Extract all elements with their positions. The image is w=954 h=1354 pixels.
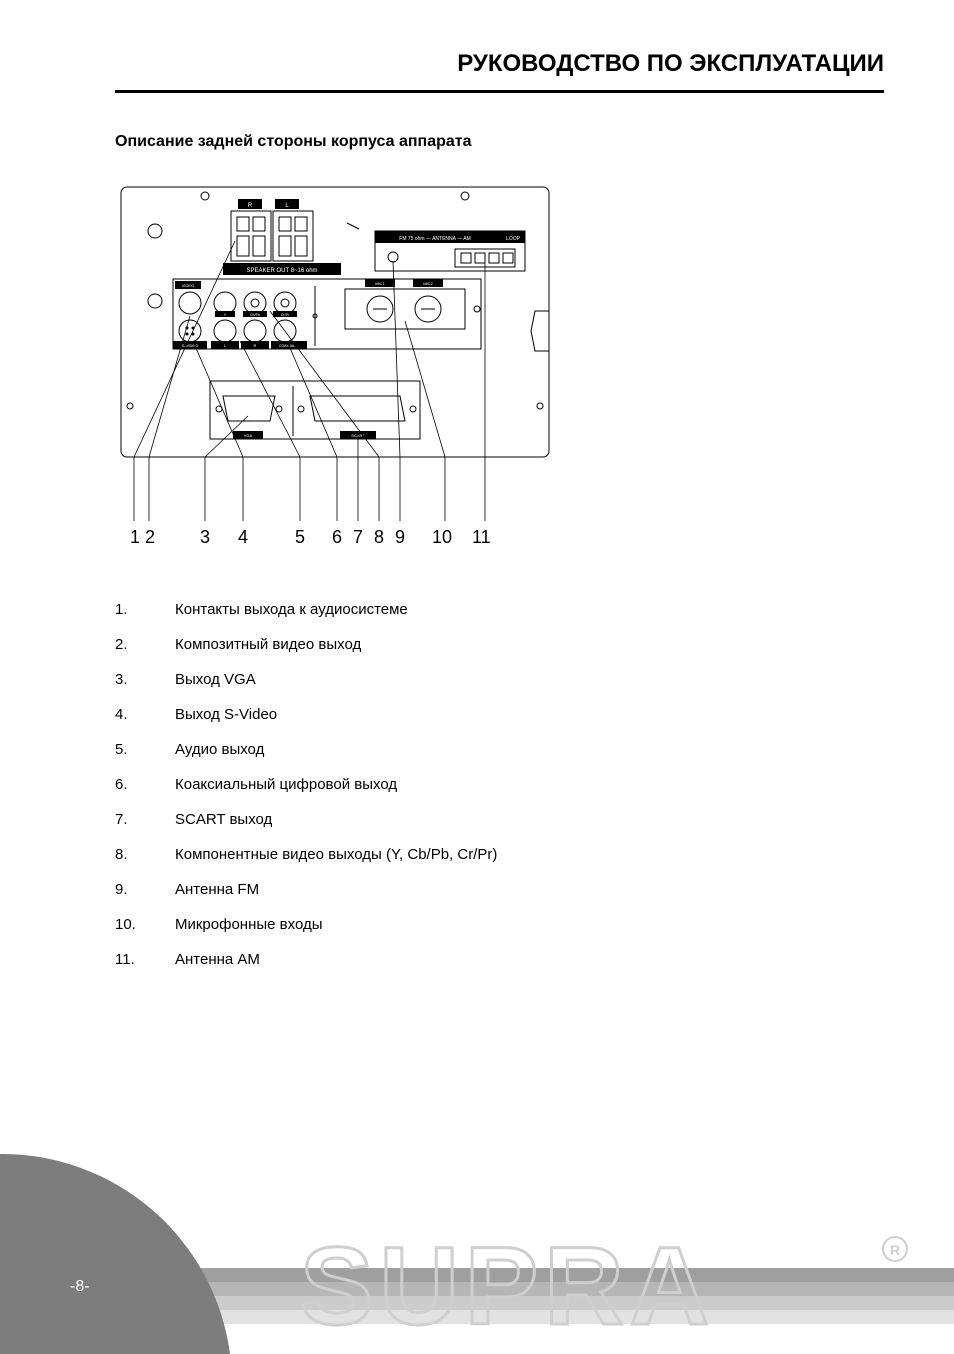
svg-text:3: 3 <box>200 527 210 547</box>
svg-text:SUPRA: SUPRA <box>300 1225 715 1348</box>
svg-text:Cb/Pb: Cb/Pb <box>250 313 260 317</box>
svg-text:Cr/Pr: Cr/Pr <box>281 313 290 317</box>
svg-text:7: 7 <box>353 527 363 547</box>
svg-text:LOOP: LOOP <box>506 236 521 242</box>
svg-text:4: 4 <box>238 527 248 547</box>
svg-text:11: 11 <box>472 527 491 547</box>
section-subheading: Описание задней стороны корпуса аппарата <box>115 133 884 151</box>
svg-text:8: 8 <box>374 527 384 547</box>
svg-text:COAX IAL: COAX IAL <box>279 344 295 348</box>
list-item: 10. Микрофонные входы <box>115 916 884 933</box>
list-item: 7.SCART выход <box>115 811 884 828</box>
svg-text:MIC2: MIC2 <box>423 281 433 286</box>
callout-numbers: 1 2 3 4 5 6 7 8 9 10 11 <box>130 527 491 547</box>
list-item: 9.Антенна FM <box>115 881 884 898</box>
svg-text:R: R <box>254 343 257 348</box>
page-header: РУКОВОДСТВО ПО ЭКСПЛУАТАЦИИ <box>115 50 884 93</box>
brand-logo-outline: SUPRA <box>300 1225 715 1348</box>
bottom-connectors: VGA SCART <box>210 381 420 439</box>
svg-text:MIC1: MIC1 <box>375 281 385 286</box>
speaker-out-block: SPEAKER OUT 8~16 ohm R L <box>223 199 341 275</box>
list-item: 5.Аудио выход <box>115 741 884 758</box>
list-item: 1.Контакты выхода к аудиосистеме <box>115 601 884 618</box>
svg-text:1: 1 <box>130 527 140 547</box>
svg-text:VIDEO: VIDEO <box>182 283 194 288</box>
list-item: 2.Композитный видео выход <box>115 636 884 653</box>
registered-icon: R <box>883 1237 907 1261</box>
list-item: 11. Антенна AM <box>115 951 884 968</box>
svg-text:FM 75 ohm — ANTENNA — AM: FM 75 ohm — ANTENNA — AM <box>399 236 470 242</box>
svg-text:9: 9 <box>395 527 405 547</box>
list-item: 6.Коаксиальный цифровой выход <box>115 776 884 793</box>
list-item: 4.Выход S-Video <box>115 706 884 723</box>
svg-text:10: 10 <box>432 527 452 547</box>
rear-panel-diagram: SPEAKER OUT 8~16 ohm R L <box>115 181 555 566</box>
list-item: 8.Компонентные видео выходы (Y, Cb/Pb, C… <box>115 846 884 863</box>
mid-connectors: VIDEO S-VIDEO Y Cb/Pb Cr/Pr <box>173 279 481 349</box>
list-item: 3.Выход VGA <box>115 671 884 688</box>
connector-list: 1.Контакты выхода к аудиосистеме 2.Компо… <box>115 601 884 968</box>
svg-text:5: 5 <box>295 527 305 547</box>
svg-text:SPEAKER OUT 8~16 ohm: SPEAKER OUT 8~16 ohm <box>246 268 317 274</box>
svg-text:6: 6 <box>332 527 342 547</box>
svg-text:Y: Y <box>224 312 227 317</box>
footer-decoration: SUPRA R <box>0 1154 954 1354</box>
svg-text:R: R <box>248 203 253 209</box>
svg-text:VGA: VGA <box>244 433 253 438</box>
page-number: -8- <box>70 1278 90 1296</box>
svg-text:2: 2 <box>145 527 155 547</box>
antenna-block: FM 75 ohm — ANTENNA — AM LOOP <box>347 223 525 271</box>
svg-text:R: R <box>890 1242 900 1258</box>
